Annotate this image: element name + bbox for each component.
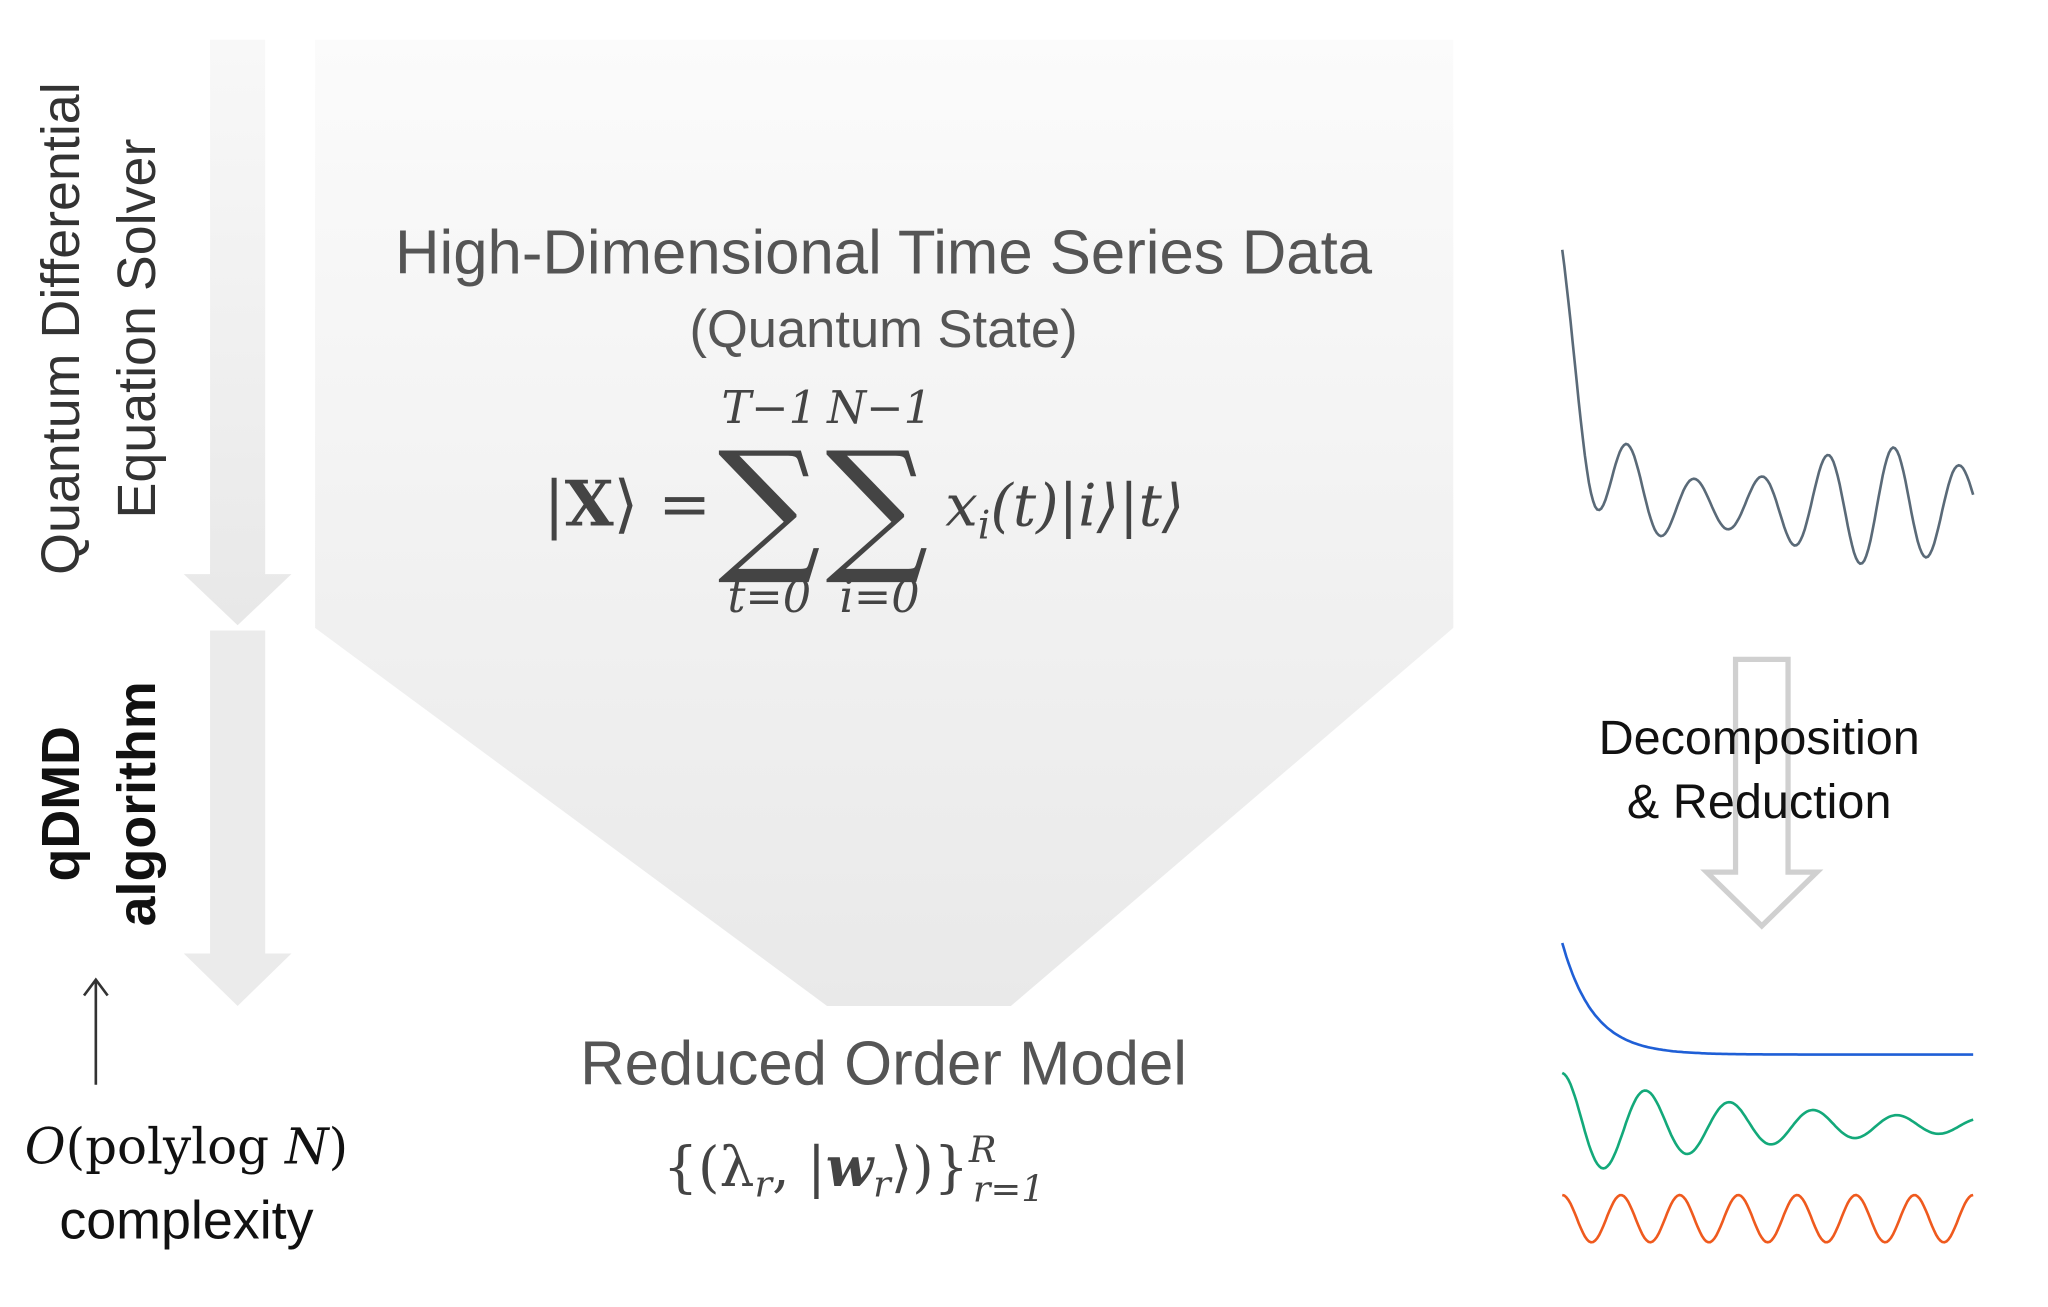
complexity-arrow	[82, 977, 109, 1085]
algorithm-label: qDMD	[31, 726, 91, 881]
formula-part: ⟩)}	[891, 1136, 969, 1200]
formula-part: r=1	[973, 1168, 1045, 1211]
algorithm-label: algorithm	[107, 681, 167, 926]
time-series-curve	[1560, 249, 1975, 566]
formula-part: ⟩ =	[614, 468, 711, 541]
complexity-formula: O(polylog N)	[25, 1118, 348, 1176]
solver-label: Equation Solver	[107, 139, 167, 519]
reduction-arrow	[1700, 656, 1824, 930]
sum-sign: ∑	[718, 421, 821, 589]
sum-upper: T−1	[722, 382, 818, 434]
complexity-label: complexity	[59, 1190, 313, 1250]
sum-sign: ∑	[825, 421, 928, 589]
solver-arrow	[183, 39, 292, 626]
formula-part: r	[873, 1162, 893, 1205]
output-formula: {(λr, |wr⟩)}R r=1	[663, 1128, 1045, 1210]
algorithm-arrow	[183, 630, 292, 1006]
step-label: & Reduction	[1627, 775, 1892, 829]
formula-part: |	[544, 468, 565, 541]
formula-part: R	[968, 1128, 997, 1171]
formula-part: i	[978, 503, 991, 549]
sum-lower: t=0	[727, 571, 811, 623]
formula-part: , |	[772, 1136, 826, 1200]
formula-part: {(λ	[663, 1136, 755, 1200]
sum-lower: i=0	[840, 571, 920, 623]
solver-label: Quantum Differential	[31, 82, 91, 575]
formula-part: )	[329, 1118, 348, 1176]
mode-curve	[1561, 1193, 1974, 1244]
formula-part: x	[945, 472, 978, 540]
formula-part: r	[755, 1162, 775, 1205]
step-label: Decomposition	[1599, 711, 1920, 765]
formula-lhs: |X⟩ =	[544, 467, 712, 541]
output-title: Reduced Order Model	[580, 1030, 1187, 1099]
funnel	[315, 39, 1454, 1006]
formula-part: (t)|i⟩|t⟩	[990, 472, 1184, 540]
formula-part: w	[826, 1135, 876, 1200]
formula-part: X	[565, 467, 614, 541]
formula-term: xi(t)|i⟩|t⟩	[945, 472, 1184, 549]
formula-part: O	[25, 1118, 66, 1176]
formula-part: N	[284, 1118, 331, 1176]
sum-upper: N−1	[826, 382, 932, 434]
subtitle: (Quantum State)	[689, 300, 1077, 359]
mode-curve	[1561, 1071, 1974, 1170]
formula-part: (polylog	[66, 1118, 285, 1176]
title: High-Dimensional Time Series Data	[395, 218, 1373, 287]
mode-curve	[1560, 942, 1974, 1056]
